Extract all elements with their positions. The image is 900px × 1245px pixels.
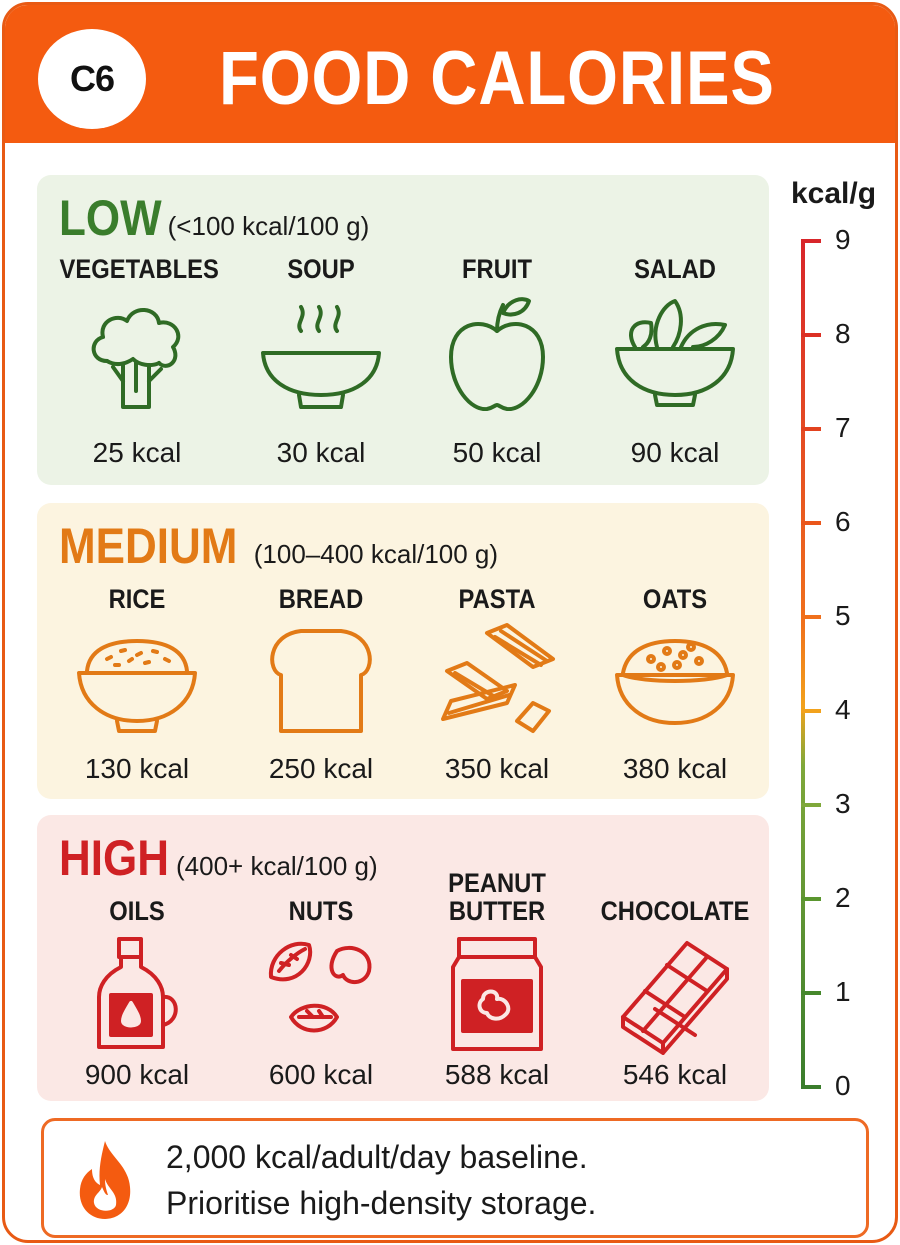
medium-section-range: (100–400 kcal/100 g) [253, 539, 499, 569]
low-section-range: (<100 kcal/100 g) [167, 211, 370, 241]
low-density-section: LOW (<100 kcal/100 g) VEGETABLES 25 kcal… [37, 175, 769, 485]
pasta-icon [441, 623, 555, 733]
note-line-1: 2,000 kcal/adult/day baseline. [166, 1139, 588, 1175]
food-name: CHOCOLATE [600, 896, 750, 926]
scale-tick-label: 6 [835, 506, 851, 537]
soup-bowl-icon [261, 305, 381, 409]
baseline-note: 2,000 kcal/adult/day baseline. Prioritis… [41, 1118, 869, 1238]
scale-tick-label: 5 [835, 600, 851, 631]
section-badge: C6 [38, 29, 146, 129]
food-name: VEGETABLES [59, 254, 219, 284]
food-kcal: 30 kcal [276, 437, 366, 468]
salad-bowl-icon [615, 299, 735, 407]
food-name-line1: PEANUT [448, 868, 546, 898]
high-density-section: HIGH (400+ kcal/100 g) OILS 900 kcal NUT… [37, 815, 769, 1101]
rice-bowl-icon [77, 639, 197, 733]
page-title: FOOD CALORIES [219, 36, 775, 121]
food-name: BREAD [278, 584, 364, 614]
food-kcal: 250 kcal [268, 753, 374, 784]
food-kcal: 90 kcal [630, 437, 720, 468]
peanut-butter-jar-icon [451, 937, 543, 1051]
scale-tick-label: 9 [835, 224, 851, 255]
scale-tick-label: 0 [835, 1070, 851, 1101]
scale-tick-label: 7 [835, 412, 851, 443]
scale-unit-label: kcal/g [791, 177, 877, 210]
food-kcal: 900 kcal [84, 1059, 190, 1090]
scale-tick-label: 2 [835, 882, 851, 913]
medium-section-title: MEDIUM [59, 518, 238, 574]
apple-icon [449, 297, 545, 411]
food-kcal: 546 kcal [622, 1059, 728, 1090]
low-section-title: LOW [59, 190, 162, 246]
scale-bar [801, 239, 821, 1089]
food-kcal: 25 kcal [92, 437, 182, 468]
food-name: PASTA [458, 584, 536, 614]
food-kcal: 588 kcal [444, 1059, 550, 1090]
header-bar: C6 FOOD CALORIES [5, 5, 895, 143]
food-kcal: 130 kcal [84, 753, 190, 784]
food-kcal: 350 kcal [444, 753, 550, 784]
food-kcal: 50 kcal [452, 437, 542, 468]
food-name: SALAD [634, 254, 716, 284]
high-section-title: HIGH [59, 830, 169, 886]
oil-bottle-icon [97, 937, 178, 1049]
food-kcal: 600 kcal [268, 1059, 374, 1090]
scale-tick-label: 3 [835, 788, 851, 819]
high-section-range: (400+ kcal/100 g) [176, 851, 378, 881]
broccoli-icon [91, 308, 181, 409]
food-name-line2: BUTTER [448, 896, 546, 926]
scale-tick-label: 4 [835, 694, 851, 725]
scale-tick-label: 1 [835, 976, 851, 1007]
oats-bowl-icon [615, 639, 735, 725]
food-name: NUTS [288, 896, 354, 926]
food-name: OILS [109, 896, 165, 926]
food-kcal: 380 kcal [622, 753, 728, 784]
note-line-2: Prioritise high-density storage. [166, 1185, 597, 1221]
medium-density-section: MEDIUM (100–400 kcal/100 g) RICE 130 kca… [37, 503, 769, 799]
bread-slice-icon [270, 629, 372, 733]
food-name: FRUIT [462, 254, 532, 284]
food-name: RICE [108, 584, 166, 614]
food-name: SOUP [287, 254, 355, 284]
food-name: OATS [642, 584, 708, 614]
flame-icon [79, 1141, 131, 1219]
scale-tick-label: 8 [835, 318, 851, 349]
nuts-icon [268, 941, 372, 1033]
energy-density-scale: 9 8 7 6 5 4 3 2 1 0 [785, 224, 895, 1107]
chocolate-bar-icon [621, 941, 729, 1055]
